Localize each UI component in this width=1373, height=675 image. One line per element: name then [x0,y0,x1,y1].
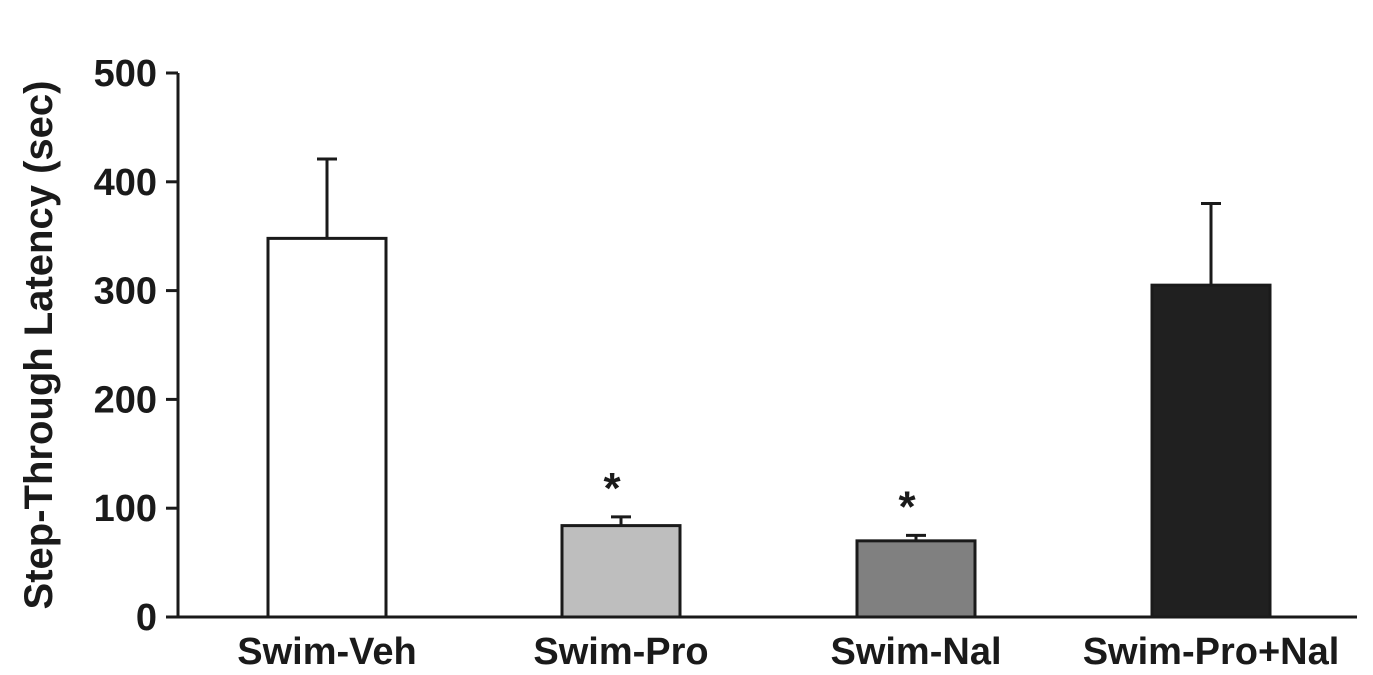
x-tick-label-2: Swim-Pro [533,631,708,673]
y-tick-label-100: 100 [94,488,157,530]
x-tick-label-1: Swim-Veh [237,631,417,673]
bars-group: Swim-Veh * Swim-Pro * Swim-Nal Swim-Pro+Nal [237,157,1340,673]
significance-marker-3: * [898,482,916,531]
x-tick-label-3: Swim-Nal [830,631,1001,673]
axes-group: 0 100 200 300 400 500 [94,53,1357,639]
y-tick-label-500: 500 [94,53,157,95]
bar-1 [266,236,388,619]
x-tick-label-4: Swim-Pro+Nal [1083,631,1340,673]
significance-marker-2: * [603,464,621,513]
bar-3 [855,539,977,619]
y-tick-label-300: 300 [94,271,157,313]
y-tick-label-400: 400 [94,162,157,204]
y-tick-label-200: 200 [94,379,157,421]
bar-4 [1150,283,1272,619]
y-tick-label-0: 0 [136,597,157,639]
bar-2 [560,524,682,619]
y-axis-label: Step-Through Latency (sec) [17,81,61,610]
